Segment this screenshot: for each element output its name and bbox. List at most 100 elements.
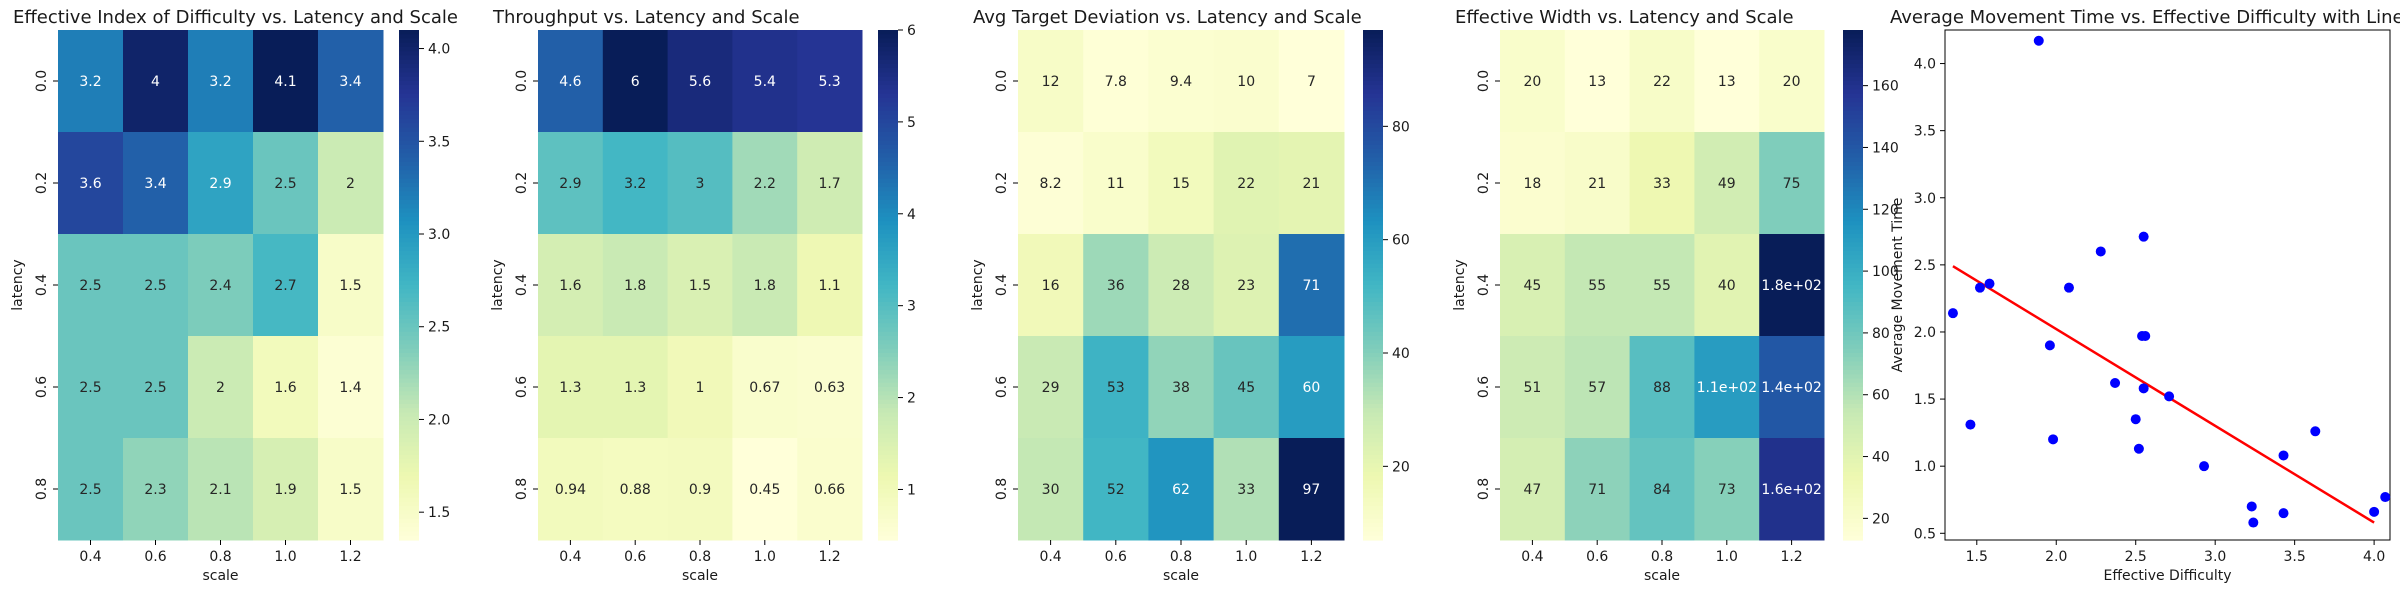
colorbar-segment bbox=[399, 68, 419, 74]
colorbar-segment bbox=[399, 306, 419, 312]
colorbar-segment bbox=[1843, 68, 1863, 74]
colorbar-segment bbox=[878, 191, 898, 197]
colorbar-segment bbox=[878, 64, 898, 69]
colorbar-segment bbox=[1843, 119, 1863, 125]
heatmap-cell bbox=[667, 132, 733, 235]
colorbar-segment bbox=[1363, 200, 1383, 205]
colorbar-segment bbox=[878, 132, 898, 137]
colorbar-segment bbox=[878, 170, 898, 176]
heatmap-cell bbox=[1213, 234, 1280, 337]
colorbar-segment bbox=[1363, 195, 1383, 201]
y-tick-label: 1.0 bbox=[1914, 459, 1936, 475]
colorbar-segment bbox=[1843, 438, 1863, 443]
colorbar-segment bbox=[878, 144, 898, 150]
colorbar-tick-label: 20 bbox=[1872, 511, 1890, 527]
cell-value-label: 22 bbox=[1237, 176, 1255, 192]
colorbar-segment bbox=[399, 132, 419, 137]
colorbar-segment bbox=[1363, 370, 1383, 375]
colorbar-tick-label: 60 bbox=[1392, 233, 1410, 249]
colorbar-segment bbox=[399, 93, 419, 99]
scatter-point bbox=[2199, 461, 2210, 472]
colorbar-segment bbox=[1363, 438, 1383, 443]
colorbar-segment bbox=[399, 327, 419, 333]
x-axis-label: scale bbox=[682, 568, 718, 584]
colorbar-segment bbox=[399, 518, 419, 524]
heatmap-cell bbox=[602, 234, 669, 337]
colorbar-segment bbox=[1843, 472, 1863, 477]
colorbar-segment bbox=[878, 331, 898, 337]
x-tick-label: 1.0 bbox=[274, 549, 296, 565]
colorbar-segment bbox=[399, 501, 419, 507]
colorbar-segment bbox=[1843, 497, 1863, 503]
colorbar-segment bbox=[878, 102, 898, 108]
colorbar-segment bbox=[878, 285, 898, 290]
colorbar-segment bbox=[399, 370, 419, 375]
colorbar-segment bbox=[878, 293, 898, 299]
colorbar-segment bbox=[399, 433, 419, 439]
cell-value-label: 71 bbox=[1588, 482, 1606, 498]
colorbar-segment bbox=[1363, 314, 1383, 320]
x-tick-label: 0.4 bbox=[1521, 549, 1543, 565]
colorbar-segment bbox=[1363, 170, 1383, 176]
colorbar-segment bbox=[1363, 59, 1383, 65]
colorbar-segment bbox=[1843, 493, 1863, 499]
colorbar-segment bbox=[878, 157, 898, 163]
colorbar-segment bbox=[878, 518, 898, 524]
cell-value-label: 29 bbox=[1042, 380, 1060, 396]
colorbar-segment bbox=[1363, 331, 1383, 337]
colorbar-segment bbox=[1363, 442, 1383, 448]
colorbar-segment bbox=[1363, 161, 1383, 167]
colorbar-segment bbox=[878, 412, 898, 418]
colorbar-segment bbox=[878, 259, 898, 265]
cell-value-label: 33 bbox=[1237, 482, 1255, 498]
colorbar-segment bbox=[399, 302, 419, 307]
x-tick-label: 0.8 bbox=[209, 549, 231, 565]
colorbar-segment bbox=[878, 229, 898, 235]
colorbar-segment bbox=[1843, 455, 1863, 460]
colorbar-tick-label: 3.5 bbox=[428, 134, 450, 150]
colorbar-segment bbox=[399, 527, 419, 533]
colorbar-segment bbox=[1363, 68, 1383, 74]
colorbar-segment bbox=[1363, 510, 1383, 516]
colorbar-segment bbox=[1363, 297, 1383, 303]
cell-value-label: 0.63 bbox=[814, 380, 845, 396]
colorbar-segment bbox=[399, 506, 419, 511]
colorbar-segment bbox=[1843, 263, 1863, 269]
colorbar-segment bbox=[1363, 480, 1383, 486]
colorbar-segment bbox=[1363, 361, 1383, 367]
colorbar-segment bbox=[878, 149, 898, 154]
colorbar-segment bbox=[399, 472, 419, 477]
heatmap-cell bbox=[1083, 438, 1149, 541]
heatmap-cell bbox=[1564, 234, 1631, 337]
heatmap-cell bbox=[1278, 438, 1345, 541]
heatmap-cell bbox=[1278, 336, 1345, 439]
y-tick-label: 3.5 bbox=[1914, 124, 1936, 140]
cell-value-label: 4.1 bbox=[274, 74, 296, 90]
colorbar-segment bbox=[1363, 119, 1383, 125]
heatmap-cell bbox=[1759, 132, 1825, 235]
colorbar-segment bbox=[1363, 484, 1383, 490]
cell-value-label: 2.5 bbox=[79, 380, 101, 396]
colorbar-segment bbox=[1363, 412, 1383, 418]
y-tick-label: 0.8 bbox=[34, 478, 50, 500]
colorbar-segment bbox=[1363, 149, 1383, 154]
y-tick-label: 2.5 bbox=[1914, 258, 1936, 274]
colorbar-segment bbox=[1363, 327, 1383, 333]
colorbar-segment bbox=[1363, 242, 1383, 248]
colorbar-tick-label: 2.5 bbox=[428, 320, 450, 336]
colorbar-segment bbox=[399, 238, 419, 244]
colorbar-segment bbox=[878, 93, 898, 99]
heatmap-cell bbox=[797, 234, 863, 337]
cell-value-label: 20 bbox=[1523, 74, 1541, 90]
colorbar-segment bbox=[1363, 246, 1383, 252]
colorbar-segment bbox=[1843, 527, 1863, 533]
colorbar-segment bbox=[399, 293, 419, 299]
heatmap-cell bbox=[797, 132, 863, 235]
cell-value-label: 53 bbox=[1107, 380, 1125, 396]
colorbar-segment bbox=[878, 38, 898, 44]
heatmap-cell bbox=[1018, 336, 1084, 439]
colorbar-segment bbox=[399, 489, 419, 494]
colorbar-segment bbox=[878, 429, 898, 435]
colorbar-segment bbox=[1363, 472, 1383, 477]
colorbar-tick-label: 2.0 bbox=[428, 412, 450, 428]
